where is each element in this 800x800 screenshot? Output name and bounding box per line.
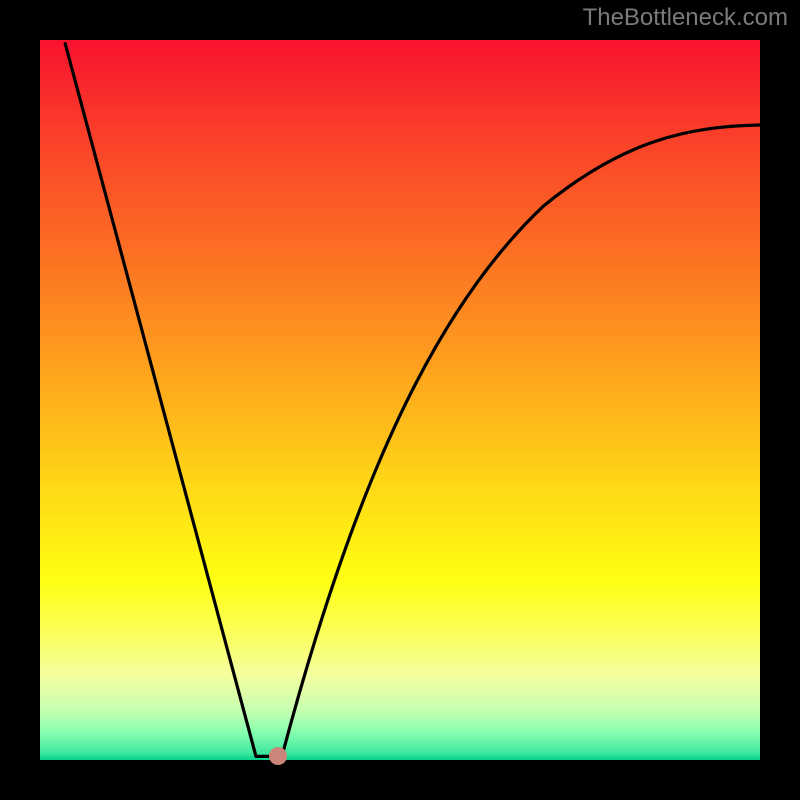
watermark-text: TheBottleneck.com bbox=[583, 6, 788, 30]
chart-canvas: TheBottleneck.com bbox=[0, 0, 800, 800]
optimal-point-marker bbox=[269, 747, 287, 765]
bottleneck-curve bbox=[40, 40, 760, 760]
curve-path bbox=[65, 44, 760, 757]
plot-area bbox=[40, 40, 760, 760]
